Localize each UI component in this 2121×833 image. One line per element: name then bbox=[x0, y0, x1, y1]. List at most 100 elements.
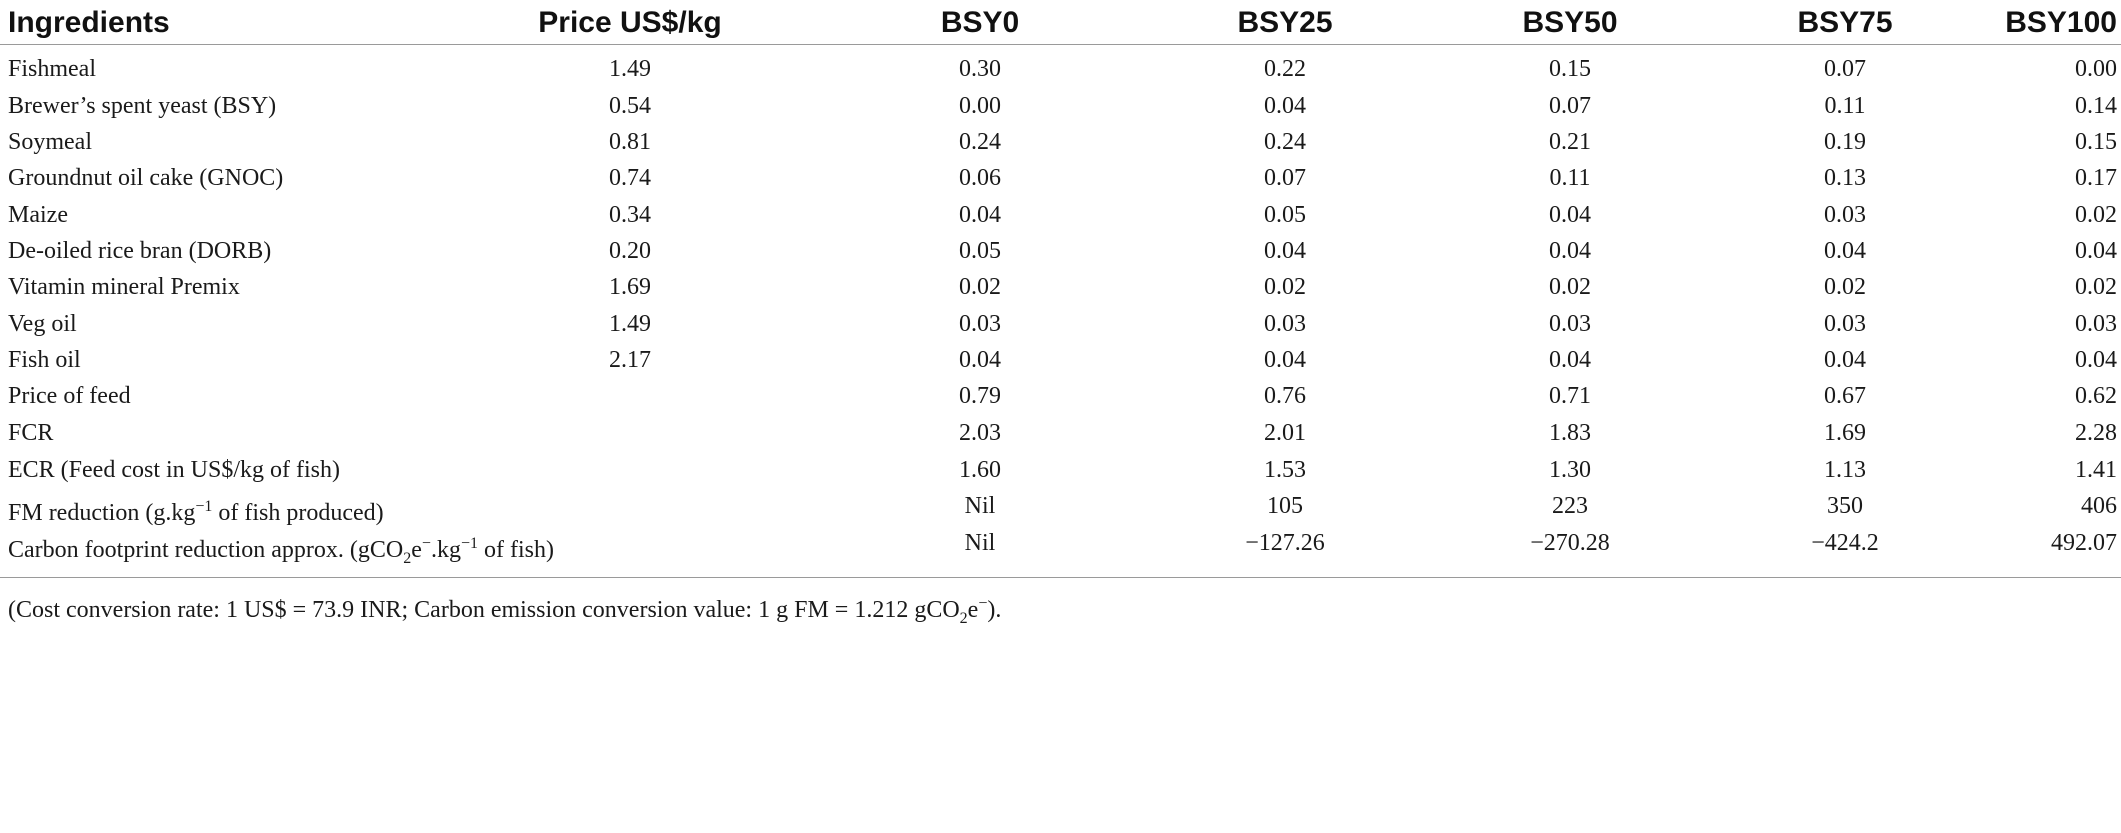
table-row: FM reduction (g.kg−1 of fish produced) N… bbox=[0, 482, 2121, 531]
cell-bsy0: 0.79 bbox=[959, 383, 1001, 409]
cell-bsy50: 0.04 bbox=[1549, 238, 1591, 264]
cell-price: 1.69 bbox=[609, 274, 651, 300]
cell-bsy25: 0.24 bbox=[1264, 129, 1306, 155]
header-divider bbox=[0, 44, 2121, 45]
table-row: Veg oil 1.49 0.03 0.03 0.03 0.03 0.03 bbox=[0, 300, 2121, 349]
cell-bsy50: 1.83 bbox=[1549, 420, 1591, 446]
cell-price: 0.34 bbox=[609, 202, 651, 228]
cell-bsy75: 0.19 bbox=[1824, 129, 1866, 155]
cell-bsy100: 0.04 bbox=[2075, 347, 2117, 373]
cell-ingredient: Brewer’s spent yeast (BSY) bbox=[8, 93, 277, 119]
cell-bsy100: 406 bbox=[2081, 493, 2117, 519]
table-row: Brewer’s spent yeast (BSY) 0.54 0.00 0.0… bbox=[0, 82, 2121, 131]
cell-ingredient: Price of feed bbox=[8, 383, 131, 409]
header-price: Price US$/kg bbox=[538, 6, 722, 39]
cell-bsy50: 0.04 bbox=[1549, 347, 1591, 373]
cell-bsy75: 0.03 bbox=[1824, 202, 1866, 228]
cell-bsy100: 1.41 bbox=[2075, 457, 2117, 483]
cell-bsy25: 0.07 bbox=[1264, 165, 1306, 191]
table-row: ECR (Feed cost in US$/kg of fish) 1.60 1… bbox=[0, 446, 2121, 495]
cell-bsy25: 0.76 bbox=[1264, 383, 1306, 409]
cell-bsy50: 0.07 bbox=[1549, 93, 1591, 119]
cell-ingredient: Veg oil bbox=[8, 311, 77, 337]
cell-bsy75: 1.69 bbox=[1824, 420, 1866, 446]
cell-bsy100: 0.02 bbox=[2075, 202, 2117, 228]
cell-bsy50: 223 bbox=[1552, 493, 1588, 519]
header-ingredients: Ingredients bbox=[8, 6, 170, 39]
cell-bsy50: 0.11 bbox=[1549, 165, 1591, 191]
cell-price: 1.49 bbox=[609, 311, 651, 337]
table-row: Carbon footprint reduction approx. (gCO2… bbox=[0, 519, 2121, 568]
cell-bsy0: 2.03 bbox=[959, 420, 1001, 446]
table-row: Fishmeal 1.49 0.30 0.22 0.15 0.07 0.00 bbox=[0, 45, 2121, 94]
cell-bsy100: 0.62 bbox=[2075, 383, 2117, 409]
cell-bsy100: 0.15 bbox=[2075, 129, 2117, 155]
cell-bsy25: 0.03 bbox=[1264, 311, 1306, 337]
cell-price: 0.20 bbox=[609, 238, 651, 264]
cell-price: 0.54 bbox=[609, 93, 651, 119]
cell-bsy75: 0.03 bbox=[1824, 311, 1866, 337]
cell-price: 0.74 bbox=[609, 165, 651, 191]
cell-bsy75: 0.07 bbox=[1824, 56, 1866, 82]
header-bsy100: BSY100 bbox=[2005, 6, 2117, 39]
cell-bsy25: 0.02 bbox=[1264, 274, 1306, 300]
cell-bsy100: 2.28 bbox=[2075, 420, 2117, 446]
cell-bsy0: 0.24 bbox=[959, 129, 1001, 155]
cell-bsy25: 0.04 bbox=[1264, 93, 1306, 119]
cell-bsy0: 0.00 bbox=[959, 93, 1001, 119]
cell-bsy50: 0.15 bbox=[1549, 56, 1591, 82]
cell-ingredient: Fishmeal bbox=[8, 56, 96, 82]
cell-ingredient: Maize bbox=[8, 202, 68, 228]
cell-ingredient-carbon-footprint: Carbon footprint reduction approx. (gCO2… bbox=[8, 535, 554, 567]
cell-bsy50: −270.28 bbox=[1530, 530, 1610, 556]
table-row: Fish oil 2.17 0.04 0.04 0.04 0.04 0.04 bbox=[0, 336, 2121, 385]
cell-ingredient: Vitamin mineral Premix bbox=[8, 274, 240, 300]
table-footnote: (Cost conversion rate: 1 US$ = 73.9 INR;… bbox=[8, 595, 1002, 627]
cell-bsy50: 0.02 bbox=[1549, 274, 1591, 300]
cell-bsy100: 0.17 bbox=[2075, 165, 2117, 191]
cell-bsy25: 105 bbox=[1267, 493, 1303, 519]
cell-ingredient: ECR (Feed cost in US$/kg of fish) bbox=[8, 457, 340, 483]
cell-bsy50: 0.21 bbox=[1549, 129, 1591, 155]
cell-bsy75: 0.04 bbox=[1824, 347, 1866, 373]
table-row: De-oiled rice bran (DORB) 0.20 0.05 0.04… bbox=[0, 227, 2121, 276]
cell-bsy25: 0.22 bbox=[1264, 56, 1306, 82]
cell-bsy100: 0.04 bbox=[2075, 238, 2117, 264]
cell-bsy75: 1.13 bbox=[1824, 457, 1866, 483]
cell-bsy100: 492.07 bbox=[2051, 530, 2117, 556]
cell-bsy0: 0.05 bbox=[959, 238, 1001, 264]
cell-bsy0: 0.30 bbox=[959, 56, 1001, 82]
table-row: FCR 2.03 2.01 1.83 1.69 2.28 bbox=[0, 409, 2121, 458]
cell-bsy25: 2.01 bbox=[1264, 420, 1306, 446]
cell-ingredient: Soymeal bbox=[8, 129, 92, 155]
table-bottom-rule bbox=[0, 577, 2121, 578]
cell-bsy0: 0.04 bbox=[959, 347, 1001, 373]
cell-bsy25: 0.04 bbox=[1264, 347, 1306, 373]
cell-ingredient: FCR bbox=[8, 420, 54, 446]
cell-bsy75: 0.04 bbox=[1824, 238, 1866, 264]
cell-bsy25: 0.04 bbox=[1264, 238, 1306, 264]
cell-bsy50: 0.03 bbox=[1549, 311, 1591, 337]
cell-bsy25: 0.05 bbox=[1264, 202, 1306, 228]
cell-bsy50: 0.04 bbox=[1549, 202, 1591, 228]
cell-bsy75: 0.02 bbox=[1824, 274, 1866, 300]
cell-bsy100: 0.14 bbox=[2075, 93, 2117, 119]
cell-bsy0: Nil bbox=[964, 493, 996, 519]
cell-bsy75: 0.13 bbox=[1824, 165, 1866, 191]
cell-bsy75: 0.11 bbox=[1824, 93, 1866, 119]
table-row: Vitamin mineral Premix 1.69 0.02 0.02 0.… bbox=[0, 263, 2121, 312]
cell-bsy50: 0.71 bbox=[1549, 383, 1591, 409]
cell-price: 0.81 bbox=[609, 129, 651, 155]
cell-price: 2.17 bbox=[609, 347, 651, 373]
header-bsy25: BSY25 bbox=[1237, 6, 1333, 39]
cell-price: 1.49 bbox=[609, 56, 651, 82]
cell-bsy25: 1.53 bbox=[1264, 457, 1306, 483]
header-bsy50: BSY50 bbox=[1522, 6, 1618, 39]
cell-bsy0: 0.06 bbox=[959, 165, 1001, 191]
cell-bsy0: 0.03 bbox=[959, 311, 1001, 337]
table-row: Maize 0.34 0.04 0.05 0.04 0.03 0.02 bbox=[0, 191, 2121, 240]
table-row: Soymeal 0.81 0.24 0.24 0.21 0.19 0.15 bbox=[0, 118, 2121, 167]
cell-ingredient: Groundnut oil cake (GNOC) bbox=[8, 165, 284, 191]
table-row: Price of feed 0.79 0.76 0.71 0.67 0.62 bbox=[0, 372, 2121, 421]
header-bsy0: BSY0 bbox=[940, 6, 1020, 39]
